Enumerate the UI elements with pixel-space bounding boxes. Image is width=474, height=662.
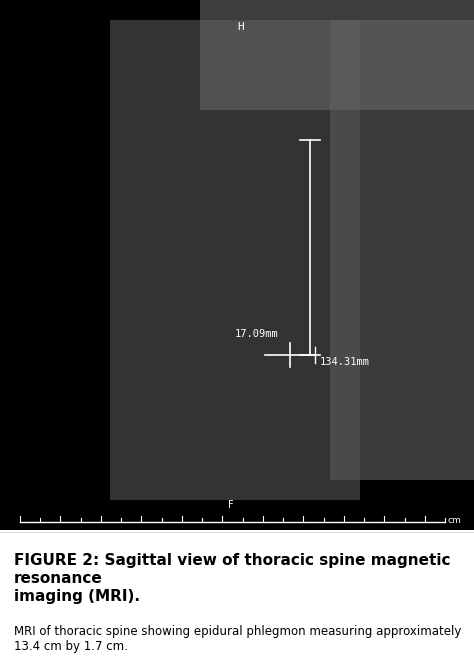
Text: H: H [237, 22, 244, 32]
Text: 134.31mm: 134.31mm [320, 357, 370, 367]
Bar [330, 20, 474, 480]
Text: MRI of thoracic spine showing epidural phlegmon measuring approximately 13.4 cm : MRI of thoracic spine showing epidural p… [14, 625, 462, 653]
Text: F: F [228, 500, 234, 510]
Text: cm: cm [448, 516, 462, 524]
Bar [0, 0, 110, 530]
Text: FIGURE 2: Sagittal view of thoracic spine magnetic resonance: FIGURE 2: Sagittal view of thoracic spin… [14, 553, 451, 586]
Bar [110, 20, 360, 500]
Text: 17.09mm: 17.09mm [235, 329, 279, 339]
Text: imaging (MRI).: imaging (MRI). [14, 589, 140, 604]
Bar [200, 0, 474, 110]
